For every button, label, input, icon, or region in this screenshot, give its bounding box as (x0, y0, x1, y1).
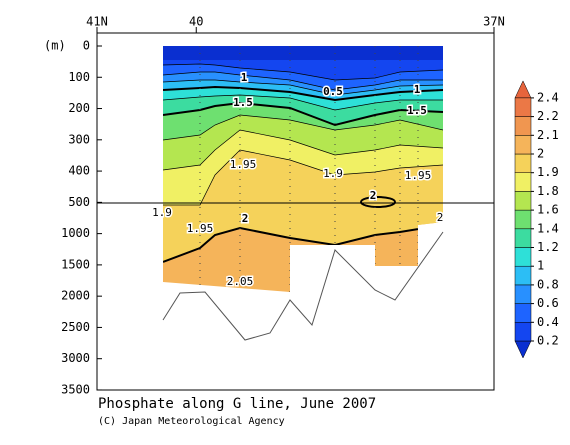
contour-line (163, 149, 443, 206)
contour-label: 1.5 (407, 104, 427, 117)
colorbar-box (514, 228, 532, 248)
colorbar-label: 1.4 (537, 221, 559, 235)
y-tick-label: 100 (68, 70, 90, 84)
colorbar-label: 1.9 (537, 165, 559, 179)
y-tick-label: 1000 (61, 226, 90, 240)
colorbar-box (514, 153, 532, 173)
contour-label: 1.5 (233, 96, 253, 109)
colorbar-label: 2.1 (537, 128, 559, 142)
y-tick-label: 3500 (61, 382, 90, 396)
contour-label: 1.95 (405, 169, 432, 182)
contour-line (163, 129, 443, 171)
colorbar-box (514, 172, 532, 192)
colorbar-triangle (514, 80, 532, 99)
contour-line (163, 71, 443, 91)
contour-label: 1.9 (152, 206, 172, 219)
contour-line (163, 94, 443, 111)
colorbar-label: 2.4 (537, 90, 559, 104)
contour-line (163, 224, 443, 263)
colorbar-label: 1 (537, 259, 544, 273)
colorbar-triangle (514, 340, 532, 359)
contour-label: 1.95 (187, 222, 214, 235)
y-tick-label: 500 (68, 195, 90, 209)
colorbar-box (514, 97, 532, 117)
colorbar-box (514, 284, 532, 304)
y-tick-label: 300 (68, 132, 90, 146)
colorbar-box (514, 116, 532, 136)
plot-frame (96, 32, 495, 391)
contour-line (163, 79, 443, 96)
bottom-topography (162, 231, 444, 341)
contour-line (163, 85, 443, 102)
colorbar-label: 0.8 (537, 277, 559, 291)
contour-label: 1 (241, 71, 248, 84)
contour-label: 1.95 (230, 158, 257, 171)
contour-label: 2 (370, 189, 377, 202)
contour-label: 2 (242, 212, 249, 225)
contour-label: 1.9 (323, 167, 343, 180)
colorbar-label: 0.2 (537, 334, 559, 348)
x-tick-label: 37N (483, 15, 505, 29)
colorbar-box (514, 191, 532, 211)
chart-title: Phosphate along G line, June 2007 (98, 396, 376, 412)
contour-label: 2 (437, 211, 444, 224)
contour-label: 2.05 (227, 275, 254, 288)
contour-line (163, 101, 443, 127)
section-band (163, 46, 443, 60)
contour-label: 1 (414, 83, 421, 96)
colorbar-label: 0.4 (537, 315, 559, 329)
colorbar-label: 2 (537, 147, 544, 161)
colorbar-label: 1.6 (537, 203, 559, 217)
colorbar-box (514, 303, 532, 323)
colorbar-label: 2.2 (537, 109, 559, 123)
colorbar-label: 1.8 (537, 184, 559, 198)
source-note: (C) Japan Meteorological Agency (98, 416, 285, 427)
x-tick-label: 41N (86, 15, 108, 29)
contour-line (163, 63, 443, 81)
y-tick-label: 3000 (61, 351, 90, 365)
contour-line (360, 196, 396, 208)
colorbar-box (514, 265, 532, 286)
colorbar-box (514, 209, 532, 230)
y-axis-label: (m) (44, 39, 66, 53)
section-field (163, 46, 443, 292)
y-tick-label: 2000 (61, 289, 90, 303)
colorbar-box (514, 247, 532, 267)
colorbar-label: 1.2 (537, 240, 559, 254)
x-tick-label: 40 (189, 15, 203, 29)
y-tick-label: 200 (68, 101, 90, 115)
y-tick-label: 400 (68, 164, 90, 178)
colorbar-box (514, 322, 532, 342)
y-tick-label: 2500 (61, 320, 90, 334)
colorbar-label: 0.6 (537, 296, 559, 310)
contour-label: 0.5 (323, 85, 343, 98)
y-tick-label: 0 (83, 39, 90, 53)
contour-line (163, 114, 443, 141)
y-tick-label: 1500 (61, 257, 90, 271)
colorbar-box (514, 135, 532, 155)
